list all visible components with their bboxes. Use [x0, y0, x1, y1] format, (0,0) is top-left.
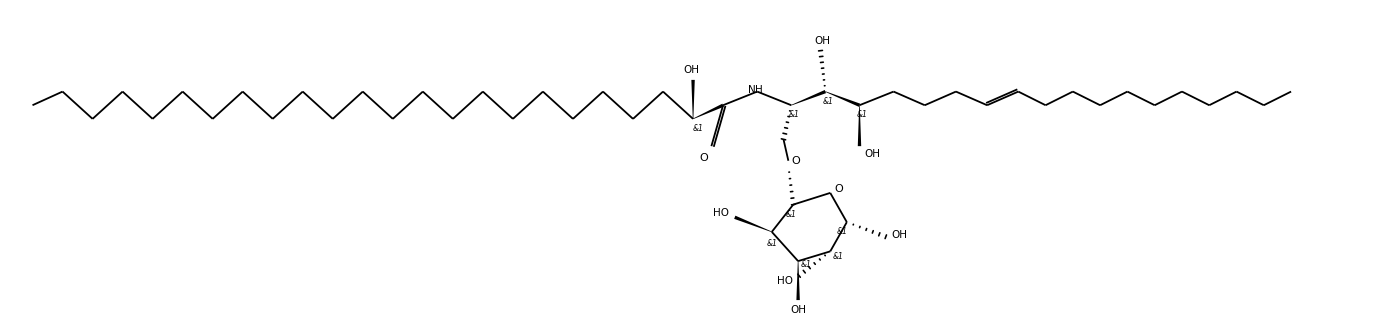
Text: OH: OH — [790, 305, 807, 314]
Text: OH: OH — [683, 65, 700, 75]
Text: &1: &1 — [836, 227, 847, 236]
Polygon shape — [691, 80, 694, 119]
Text: H: H — [755, 85, 764, 95]
Text: HO: HO — [714, 208, 729, 218]
Text: N: N — [748, 85, 757, 95]
Text: OH: OH — [815, 36, 830, 46]
Text: &1: &1 — [800, 260, 811, 268]
Text: HO: HO — [778, 276, 793, 286]
Text: &1: &1 — [766, 239, 778, 248]
Text: OH: OH — [892, 230, 907, 240]
Polygon shape — [797, 261, 800, 300]
Text: &1: &1 — [857, 111, 868, 119]
Text: &1: &1 — [833, 252, 843, 261]
Text: OH: OH — [864, 149, 881, 159]
Text: O: O — [791, 156, 801, 166]
Polygon shape — [693, 104, 723, 119]
Polygon shape — [858, 105, 861, 146]
Text: O: O — [700, 153, 708, 163]
Polygon shape — [825, 91, 860, 107]
Text: &1: &1 — [823, 97, 833, 106]
Text: &1: &1 — [786, 210, 797, 219]
Text: O: O — [835, 184, 843, 194]
Polygon shape — [791, 90, 826, 106]
Text: &1: &1 — [789, 111, 800, 119]
Polygon shape — [734, 216, 772, 232]
Text: &1: &1 — [693, 124, 704, 133]
